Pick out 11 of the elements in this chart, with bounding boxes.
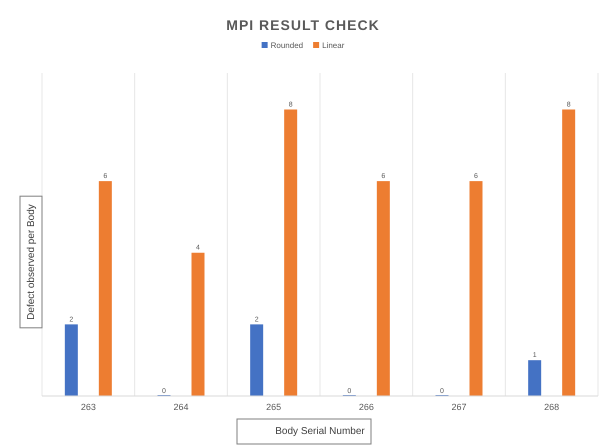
x-tick-label: 267 (451, 402, 467, 412)
chart-title: MPI RESULT CHECK (226, 17, 380, 33)
x-tick-label: 265 (266, 402, 282, 412)
legend-label: Rounded (270, 41, 304, 50)
y-axis-title: Defect observed per Body (26, 204, 37, 320)
x-axis-title: Body Serial Number (275, 426, 366, 437)
x-tick-label: 266 (358, 402, 374, 412)
x-tick-label: 268 (544, 402, 560, 412)
x-tick-label: 263 (80, 402, 96, 412)
x-tick-label: 264 (173, 402, 189, 412)
legend-label: Linear (322, 41, 345, 50)
